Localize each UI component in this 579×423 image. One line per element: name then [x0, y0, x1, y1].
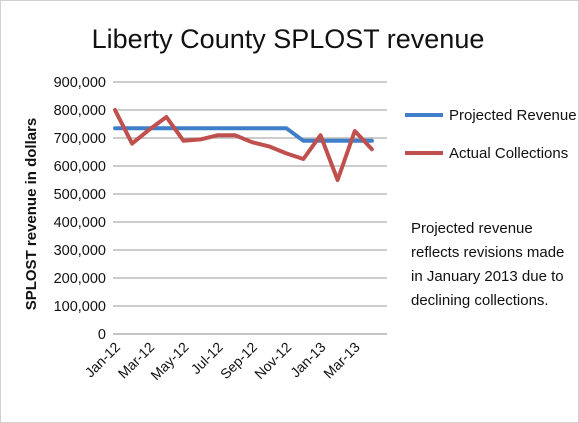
- x-tick-label: Nov-12: [251, 339, 294, 382]
- y-tick-label: 0: [98, 327, 106, 343]
- y-tick-label: 900,000: [54, 75, 106, 91]
- series-line-projected: [113, 126, 374, 143]
- y-tick-label: 600,000: [54, 159, 106, 175]
- annotation-line: Projected revenue: [411, 220, 533, 237]
- series-lines: [113, 108, 374, 182]
- annotation-line: in January 2013 due to: [411, 268, 564, 285]
- x-tick-label: Mar-13: [320, 339, 363, 382]
- annotation-note: Projected revenue reflects revisions made…: [411, 220, 564, 309]
- x-tick-label: Jan-12: [82, 339, 124, 381]
- y-axis-ticks: 900,000 800,000 700,000 600,000 500,000 400,0…: [54, 75, 106, 343]
- y-tick-label: 500,000: [54, 187, 106, 203]
- y-axis-label: SPLOST revenue in dollars: [23, 118, 40, 311]
- y-tick-label: 800,000: [54, 103, 106, 119]
- legend-label: Actual Collections: [449, 145, 568, 162]
- y-tick-label: 400,000: [54, 215, 106, 231]
- y-tick-label: 100,000: [54, 299, 106, 315]
- y-tick-label: 200,000: [54, 271, 106, 287]
- gridlines: [113, 81, 387, 335]
- annotation-line: reflects revisions made: [411, 244, 564, 261]
- x-axis-ticks: Jan-12Mar-12May-12Jul-12Sep-12Nov-12Jan-…: [82, 339, 363, 383]
- x-tick-label: Jan-13: [287, 339, 329, 381]
- legend: Projected Revenue Actual Collections: [405, 107, 577, 162]
- x-tick-label: Sep-12: [217, 339, 260, 382]
- legend-label: Projected Revenue: [449, 107, 577, 124]
- chart-title: Liberty County SPLOST revenue: [92, 24, 485, 54]
- series-line-actual: [113, 108, 374, 182]
- annotation-line: declining collections.: [411, 292, 549, 309]
- y-tick-label: 700,000: [54, 131, 106, 147]
- y-tick-label: 300,000: [54, 243, 106, 259]
- x-tick-label: May-12: [147, 339, 191, 383]
